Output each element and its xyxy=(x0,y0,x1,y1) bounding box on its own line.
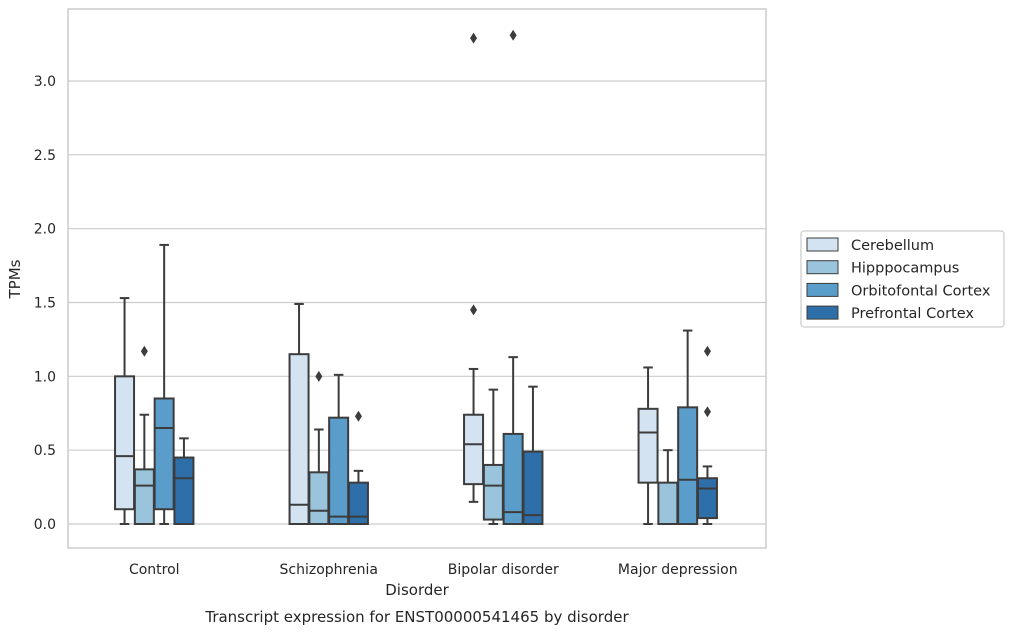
box-prefrontal-cortex xyxy=(522,385,544,526)
box-iqr xyxy=(522,450,544,526)
box-orbitofontal-cortex xyxy=(677,329,699,525)
y-axis-label: TPMs xyxy=(6,259,24,299)
box-iqr xyxy=(463,413,485,486)
box-iqr xyxy=(482,463,504,521)
box-iqr xyxy=(114,375,136,511)
box-iqr xyxy=(133,468,155,526)
box-iqr xyxy=(288,353,310,525)
legend-label: Hipppocampus xyxy=(851,261,959,277)
y-tick-label: 1.0 xyxy=(34,369,56,385)
y-tick-label: 2.0 xyxy=(34,222,56,238)
x-axis-ticks: Control Schizophrenia Bipolar disorder Majo… xyxy=(129,562,738,578)
box-iqr xyxy=(153,397,175,511)
x-tick-label: Bipolar disorder xyxy=(448,562,559,578)
box-iqr xyxy=(677,406,699,525)
y-tick-label: 0.0 xyxy=(34,517,56,533)
legend-swatch xyxy=(806,260,839,275)
box-cerebellum xyxy=(288,302,310,525)
y-tick-label: 0.5 xyxy=(34,443,56,459)
legend-swatch xyxy=(806,282,839,297)
y-tick-label: 3.0 xyxy=(34,74,56,90)
legend-swatch xyxy=(806,237,839,252)
legend-frame xyxy=(800,230,1005,328)
outlier-point xyxy=(509,29,517,41)
y-tick-label: 1.5 xyxy=(34,296,56,312)
box-prefrontal-cortex xyxy=(696,345,718,525)
plot-frame xyxy=(67,8,767,549)
box-orbitofontal-cortex xyxy=(328,373,350,525)
box-plot-marks xyxy=(114,29,718,526)
outlier-point xyxy=(140,345,148,357)
box-cerebellum xyxy=(463,32,485,503)
x-tick-label: Schizophrenia xyxy=(280,562,378,578)
legend-label: Cerebellum xyxy=(851,238,934,254)
box-iqr xyxy=(308,471,330,526)
box-orbitofontal-cortex xyxy=(153,243,175,525)
box-cerebellum xyxy=(114,297,136,525)
box-iqr xyxy=(637,407,659,484)
x-tick-label: Major depression xyxy=(618,562,738,578)
x-axis-label: Disorder xyxy=(385,581,449,599)
outlier-point xyxy=(703,345,711,357)
box-hipppocampus xyxy=(482,388,504,525)
box-iqr xyxy=(657,481,679,525)
legend-label: Prefrontal Cortex xyxy=(851,306,974,322)
box-orbitofontal-cortex xyxy=(502,29,524,526)
outlier-point xyxy=(470,304,478,316)
box-iqr xyxy=(696,477,718,520)
box-hipppocampus xyxy=(657,449,679,525)
outlier-point xyxy=(354,410,362,422)
chart-caption: Transcript expression for ENST0000054146… xyxy=(204,608,629,626)
legend-label: Orbitofontal Cortex xyxy=(851,283,991,299)
x-tick-label: Control xyxy=(129,562,180,578)
box-prefrontal-cortex xyxy=(347,410,369,525)
box-hipppocampus xyxy=(133,345,155,526)
box-iqr xyxy=(328,416,350,525)
box-hipppocampus xyxy=(308,370,330,526)
legend: Cerebellum Hipppocampus Orbitofontal Corte… xyxy=(800,230,1005,328)
box-iqr xyxy=(173,456,195,525)
box-prefrontal-cortex xyxy=(173,437,195,525)
legend-swatch xyxy=(806,305,839,320)
box-iqr xyxy=(347,481,369,525)
box-iqr xyxy=(502,432,524,526)
outlier-point xyxy=(315,370,323,382)
y-axis-ticks: 0.0 0.5 1.0 1.5 2.0 2.5 3.0 xyxy=(34,74,56,533)
outlier-point xyxy=(470,32,478,44)
outlier-point xyxy=(703,406,711,418)
box-cerebellum xyxy=(637,366,659,525)
y-tick-label: 2.5 xyxy=(34,148,56,164)
